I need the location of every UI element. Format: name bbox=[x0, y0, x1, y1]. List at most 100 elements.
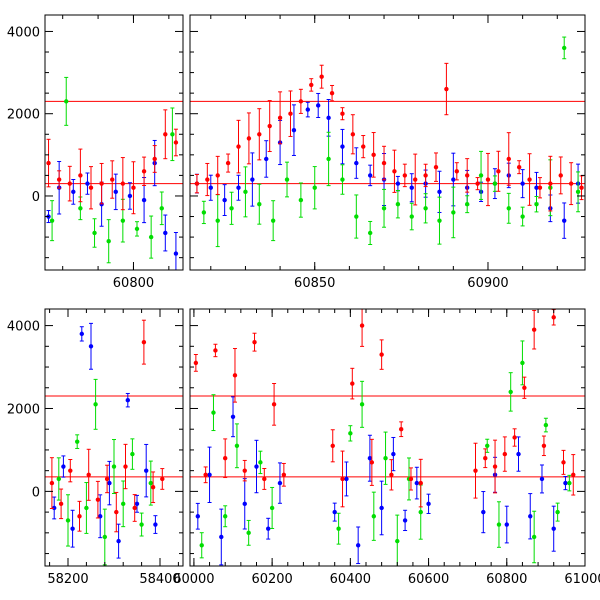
data-point bbox=[194, 173, 200, 194]
data-point bbox=[418, 458, 423, 508]
data-point bbox=[451, 186, 456, 239]
data-point bbox=[305, 101, 311, 118]
data-point bbox=[98, 494, 103, 539]
data-point bbox=[528, 493, 533, 540]
data-point bbox=[423, 163, 428, 188]
data-point bbox=[367, 434, 373, 482]
data-point bbox=[61, 455, 66, 478]
x-tick-label: 61000 bbox=[564, 572, 600, 587]
data-point bbox=[309, 78, 314, 92]
data-point bbox=[389, 459, 394, 491]
data-point bbox=[332, 502, 337, 522]
data-point bbox=[481, 491, 486, 534]
y-tick-label: 4000 bbox=[7, 25, 40, 40]
data-point bbox=[288, 90, 293, 137]
data-point bbox=[359, 309, 365, 347]
data-point bbox=[195, 502, 201, 530]
data-point bbox=[355, 526, 361, 565]
data-point bbox=[398, 421, 404, 438]
data-point bbox=[49, 457, 55, 510]
data-point bbox=[269, 486, 275, 529]
data-point bbox=[539, 464, 545, 494]
data-point bbox=[409, 173, 414, 203]
data-point bbox=[262, 468, 267, 490]
data-point bbox=[160, 468, 165, 490]
data-point bbox=[562, 36, 567, 60]
data-point bbox=[371, 132, 376, 178]
data-point bbox=[93, 378, 98, 430]
data-point bbox=[383, 431, 388, 485]
data-point bbox=[454, 162, 459, 181]
data-point bbox=[492, 439, 498, 494]
data-point bbox=[326, 98, 331, 137]
data-point bbox=[266, 517, 271, 540]
data-point bbox=[567, 474, 572, 492]
data-point bbox=[229, 191, 234, 225]
data-point bbox=[277, 91, 283, 145]
data-point bbox=[92, 218, 97, 248]
data-point bbox=[298, 88, 304, 114]
data-point bbox=[367, 164, 373, 187]
x-tick-label: 60800 bbox=[486, 572, 527, 587]
data-point bbox=[215, 194, 220, 248]
data-point bbox=[163, 109, 168, 160]
data-point bbox=[270, 200, 276, 242]
x-tick-label: 58400 bbox=[139, 572, 180, 587]
data-point bbox=[437, 196, 442, 245]
data-point bbox=[222, 438, 228, 479]
data-point bbox=[340, 107, 345, 121]
data-point bbox=[222, 505, 228, 528]
data-point bbox=[395, 189, 401, 219]
data-point bbox=[326, 131, 331, 187]
data-point bbox=[414, 466, 420, 500]
data-point bbox=[379, 480, 384, 536]
data-point bbox=[543, 417, 549, 433]
data-point bbox=[159, 191, 164, 226]
data-point bbox=[520, 169, 525, 199]
axes-frame bbox=[44, 14, 184, 271]
axes-frame bbox=[44, 308, 184, 567]
data-point bbox=[78, 148, 83, 203]
data-point bbox=[473, 442, 478, 499]
data-point bbox=[232, 348, 238, 403]
data-point bbox=[516, 160, 522, 175]
data-point bbox=[485, 152, 491, 207]
data-point bbox=[65, 494, 71, 547]
data-point bbox=[153, 515, 158, 534]
data-point bbox=[409, 202, 414, 231]
data-point bbox=[213, 343, 218, 358]
data-point bbox=[77, 500, 82, 532]
data-point bbox=[64, 76, 69, 126]
data-point bbox=[242, 459, 247, 482]
data-point bbox=[478, 150, 484, 200]
data-point bbox=[340, 450, 345, 508]
data-point bbox=[107, 460, 112, 506]
data-point bbox=[264, 140, 269, 178]
data-point bbox=[369, 438, 375, 486]
data-point bbox=[281, 462, 287, 487]
x-tick-label: 60900 bbox=[467, 276, 508, 291]
data-point bbox=[496, 150, 501, 192]
data-point bbox=[203, 466, 208, 484]
data-point bbox=[243, 166, 248, 218]
data-point bbox=[516, 436, 521, 472]
data-point bbox=[350, 114, 356, 155]
data-point bbox=[381, 145, 387, 181]
axes-frame bbox=[189, 14, 586, 271]
data-point bbox=[277, 462, 283, 504]
data-point bbox=[575, 171, 581, 213]
data-point bbox=[132, 494, 137, 522]
data-point bbox=[246, 112, 252, 165]
data-point bbox=[170, 107, 175, 162]
y-tick-label: 2000 bbox=[7, 108, 40, 123]
data-point bbox=[506, 192, 511, 224]
data-point bbox=[56, 457, 61, 501]
data-point bbox=[211, 394, 216, 432]
data-point bbox=[120, 157, 126, 211]
data-point bbox=[254, 439, 259, 494]
data-point bbox=[395, 514, 400, 566]
data-point bbox=[492, 175, 498, 192]
data-point bbox=[485, 438, 490, 453]
data-point bbox=[402, 509, 408, 532]
x-tick-label: 58200 bbox=[47, 572, 88, 587]
